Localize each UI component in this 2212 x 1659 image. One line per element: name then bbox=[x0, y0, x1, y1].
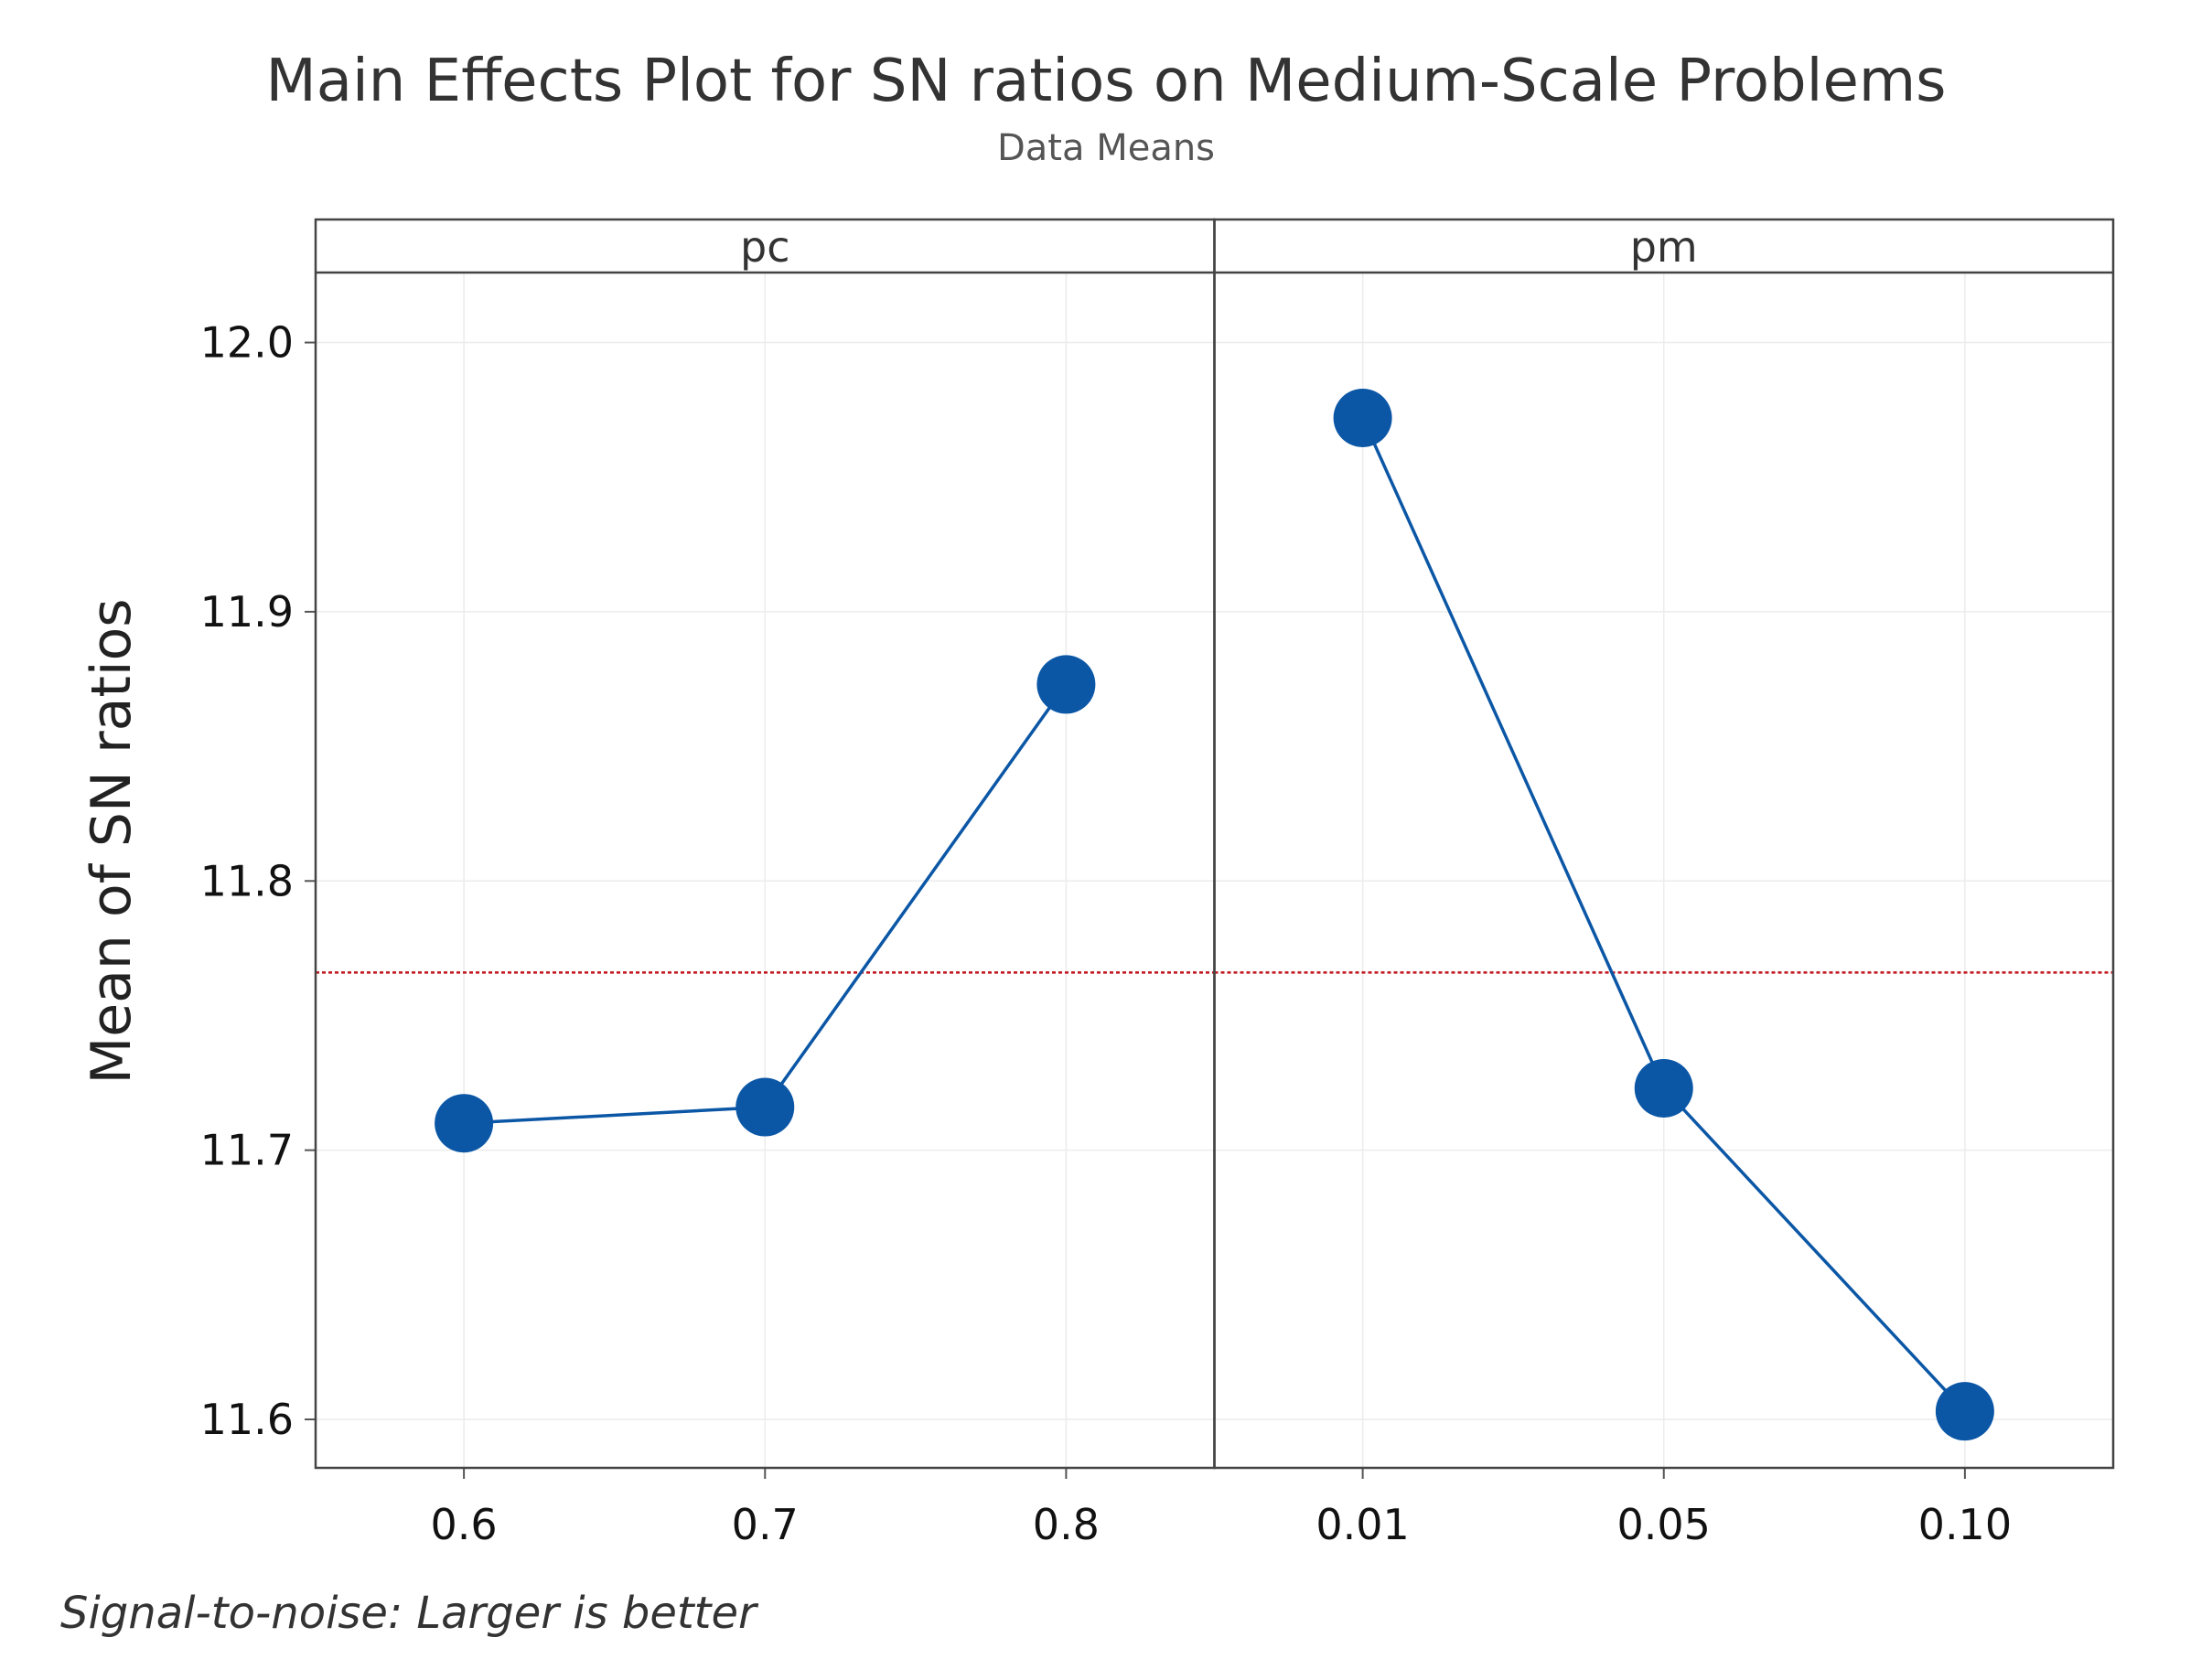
data-point bbox=[1333, 388, 1392, 447]
y-tick-label: 11.8 bbox=[200, 856, 294, 905]
y-axis-label: Mean of SN ratios bbox=[80, 598, 144, 1084]
data-point bbox=[435, 1094, 494, 1153]
plot-area: 11.6 11.7 11.8 11.9 12.0 0.6 0.7 0.8 pc 0.01 0.05 0… bbox=[200, 218, 2115, 1549]
x-tick-label: 0.10 bbox=[1918, 1500, 2012, 1549]
strip-label-pm: pm bbox=[1630, 222, 1698, 272]
data-point bbox=[1935, 1382, 1994, 1441]
x-tick-label: 0.7 bbox=[732, 1500, 799, 1549]
data-point bbox=[736, 1077, 795, 1137]
x-tick-label: 0.05 bbox=[1617, 1500, 1711, 1549]
data-point bbox=[1036, 655, 1096, 714]
strip-label-pc: pc bbox=[740, 222, 790, 272]
y-tick-label: 11.6 bbox=[200, 1395, 294, 1444]
x-tick-label: 0.8 bbox=[1033, 1500, 1100, 1549]
x-tick-label: 0.6 bbox=[431, 1500, 498, 1549]
chart-title: Main Effects Plot for SN ratios on Mediu… bbox=[266, 48, 1947, 115]
y-tick-label: 11.9 bbox=[200, 587, 294, 637]
y-tick-label: 12.0 bbox=[200, 318, 294, 368]
chart-subtitle: Data Means bbox=[997, 127, 1215, 169]
y-tick-label: 11.7 bbox=[200, 1126, 294, 1175]
footnote: Signal-to-noise: Larger is better bbox=[60, 1588, 759, 1639]
data-point bbox=[1634, 1058, 1693, 1118]
x-tick-label: 0.01 bbox=[1315, 1500, 1409, 1549]
panel-frame-pm bbox=[1213, 218, 2115, 1470]
